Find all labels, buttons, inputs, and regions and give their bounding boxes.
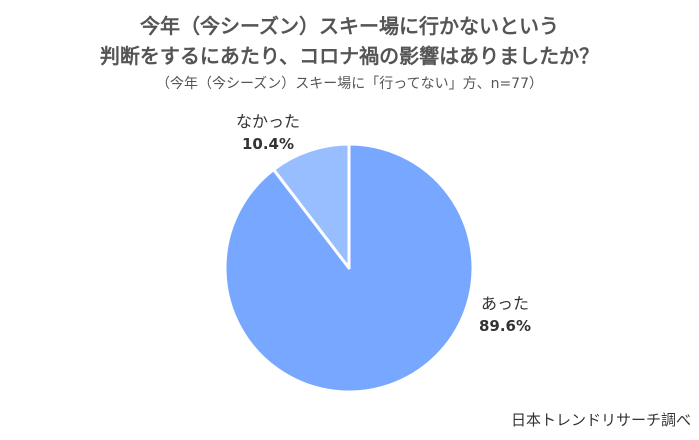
slice-name-nakatta: なかった [235, 112, 300, 131]
chart-title-line-2: 判断をするにあたり、コロナ禍の影響はありましたか？ [99, 44, 600, 68]
slice-value-nakatta: 10.4% [241, 135, 295, 153]
source-credit: 日本トレンドリサーチ調べ [510, 411, 691, 429]
pie-slices [223, 142, 475, 394]
slice-name-atta: あった [480, 294, 529, 313]
chart-subtitle: （今年（今シーズン）スキー場に「行ってない」方、n=77） [155, 76, 544, 92]
pie-slice-nakatta [272, 142, 351, 270]
slice-label-atta: あった 89.6% [460, 293, 550, 337]
chart-title-line-1: 今年（今シーズン）スキー場に行かないという [140, 14, 559, 38]
slice-value-atta: 89.6% [478, 317, 532, 335]
slice-label-nakatta: なかった 10.4% [218, 111, 318, 155]
